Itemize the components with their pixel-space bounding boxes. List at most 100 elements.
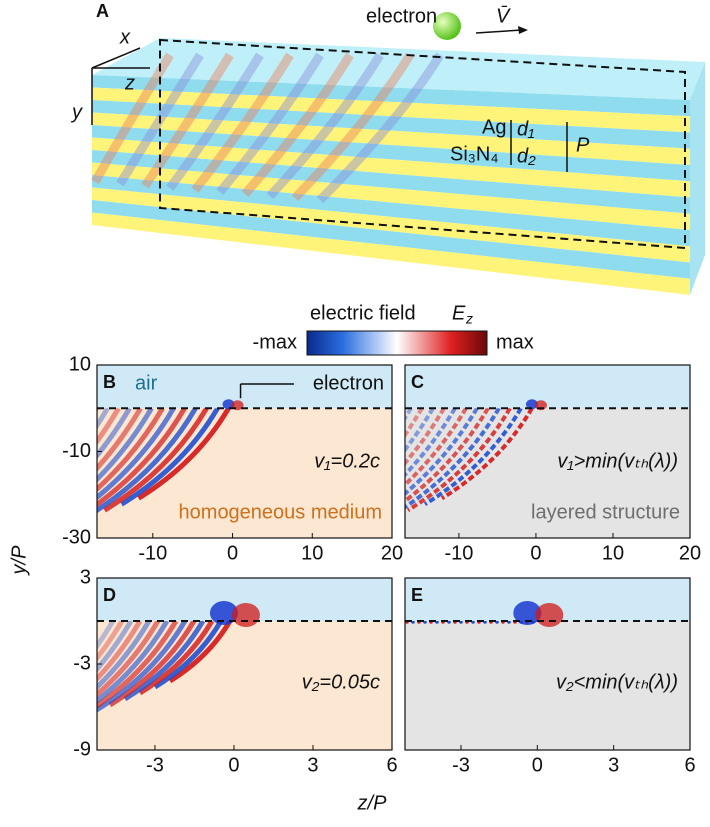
slab-layer [92, 162, 690, 230]
surface-wave [483, 621, 487, 624]
panel-label: C [411, 372, 424, 392]
wave-stripe [166, 52, 264, 191]
panel-label: A [96, 1, 109, 21]
velocity-arrow [475, 29, 523, 34]
x-tick-label: 10 [301, 542, 323, 564]
wave-stripe [241, 52, 354, 197]
wave-stripe [137, 408, 231, 501]
dimension-label: d₁ [517, 118, 534, 140]
surface-wave [447, 621, 451, 624]
wave-stripe [97, 621, 188, 713]
wave-stripe [405, 408, 479, 497]
electron-field [525, 399, 538, 410]
wave-stripe [97, 408, 198, 514]
panel-label: E [411, 585, 423, 605]
wave-stripe [405, 408, 446, 466]
axis-y-label: y [70, 101, 83, 123]
velocity-label: v₁>min(vₜₕ(λ)) [557, 450, 678, 472]
slab-layer [92, 200, 690, 279]
material-label: Si₃N₄ [450, 143, 499, 165]
slab-layer [92, 187, 690, 263]
velocity-label: v₂<min(vₜₕ(λ)) [556, 671, 678, 693]
dimension-label: d₂ [517, 145, 536, 167]
x-tick-label: -10 [138, 542, 167, 564]
field-waves [97, 408, 231, 514]
wave-stripe [440, 408, 534, 500]
wave-stripe [97, 621, 116, 651]
slab-layer [92, 125, 690, 182]
x-tick-label: 10 [602, 542, 624, 564]
wave-stripe [97, 621, 125, 663]
x-tick-label: 0 [227, 542, 238, 564]
slab-layer [92, 212, 690, 295]
x-tick-label: 20 [381, 542, 403, 564]
y-tick-label: -3 [73, 652, 91, 674]
x-tick-label: 6 [684, 754, 695, 776]
air-label: air [135, 372, 158, 394]
field-waves [97, 621, 233, 713]
slab-layer [92, 87, 690, 133]
slab-layer [92, 175, 690, 247]
air-region [405, 365, 690, 409]
surface-wave [495, 621, 499, 624]
wave-stripe [120, 408, 220, 507]
field-waves [405, 408, 534, 512]
wave-stripe [97, 621, 179, 709]
slab-layer [92, 137, 690, 198]
y-tick-label: 10 [69, 353, 91, 375]
wave-stripe [123, 621, 206, 702]
x-tick-label: 0 [532, 754, 543, 776]
electron-field [513, 601, 542, 625]
wave-stripe [291, 52, 414, 202]
x-tick-label: -3 [146, 754, 164, 776]
wave-stripe [97, 408, 132, 460]
period-label: P [576, 134, 590, 156]
axis-z-label: z [124, 72, 135, 94]
wave-stripe [97, 408, 176, 501]
wave-stripe [97, 408, 121, 446]
medium-label: homogeneous medium [179, 501, 382, 523]
velocity-label: v₂=0.05c [302, 671, 380, 693]
air-region [97, 365, 392, 409]
electron-field [209, 601, 238, 625]
surface-wave [471, 621, 475, 624]
wave-stripe [97, 621, 170, 704]
electron-field [535, 603, 564, 627]
x-tick-label: 20 [679, 542, 701, 564]
x-tick-label: -10 [444, 542, 473, 564]
x-tick-label: 0 [530, 542, 541, 564]
colorbar [306, 330, 488, 356]
velocity-label: v₁=0.2c [314, 450, 380, 472]
wave-stripe [97, 408, 110, 430]
wave-stripe [405, 408, 490, 504]
colorbar-max: max [496, 331, 534, 353]
wave-stripe [266, 52, 384, 200]
wave-stripe [138, 621, 215, 696]
wave-stripe [406, 408, 512, 512]
x-tick-label: 3 [608, 754, 619, 776]
arrow-head [518, 26, 528, 34]
wave-stripe [168, 621, 233, 684]
medium-label: layered structure [531, 501, 680, 523]
wave-stripe [103, 408, 209, 513]
electron-field [222, 399, 235, 410]
plot-frame [404, 364, 691, 539]
x-tick-label: 6 [386, 754, 397, 776]
slab-side [690, 62, 705, 295]
slab-layer [92, 150, 690, 214]
slab-layer [92, 112, 690, 165]
slab-layer [92, 100, 690, 149]
wave-stripe [405, 408, 501, 510]
y-tick-label: -30 [62, 526, 91, 548]
panel-label: D [103, 585, 116, 605]
colorbar-title: electric field [310, 302, 416, 324]
medium-region [405, 621, 690, 750]
surface-wave [411, 621, 415, 624]
medium-region [405, 408, 690, 538]
electron-label: electron [366, 5, 437, 27]
electron-label: electron [313, 372, 384, 394]
velocity-label: V̄ [496, 4, 511, 27]
wave-stripe [97, 408, 187, 508]
surface-wave [423, 621, 427, 624]
